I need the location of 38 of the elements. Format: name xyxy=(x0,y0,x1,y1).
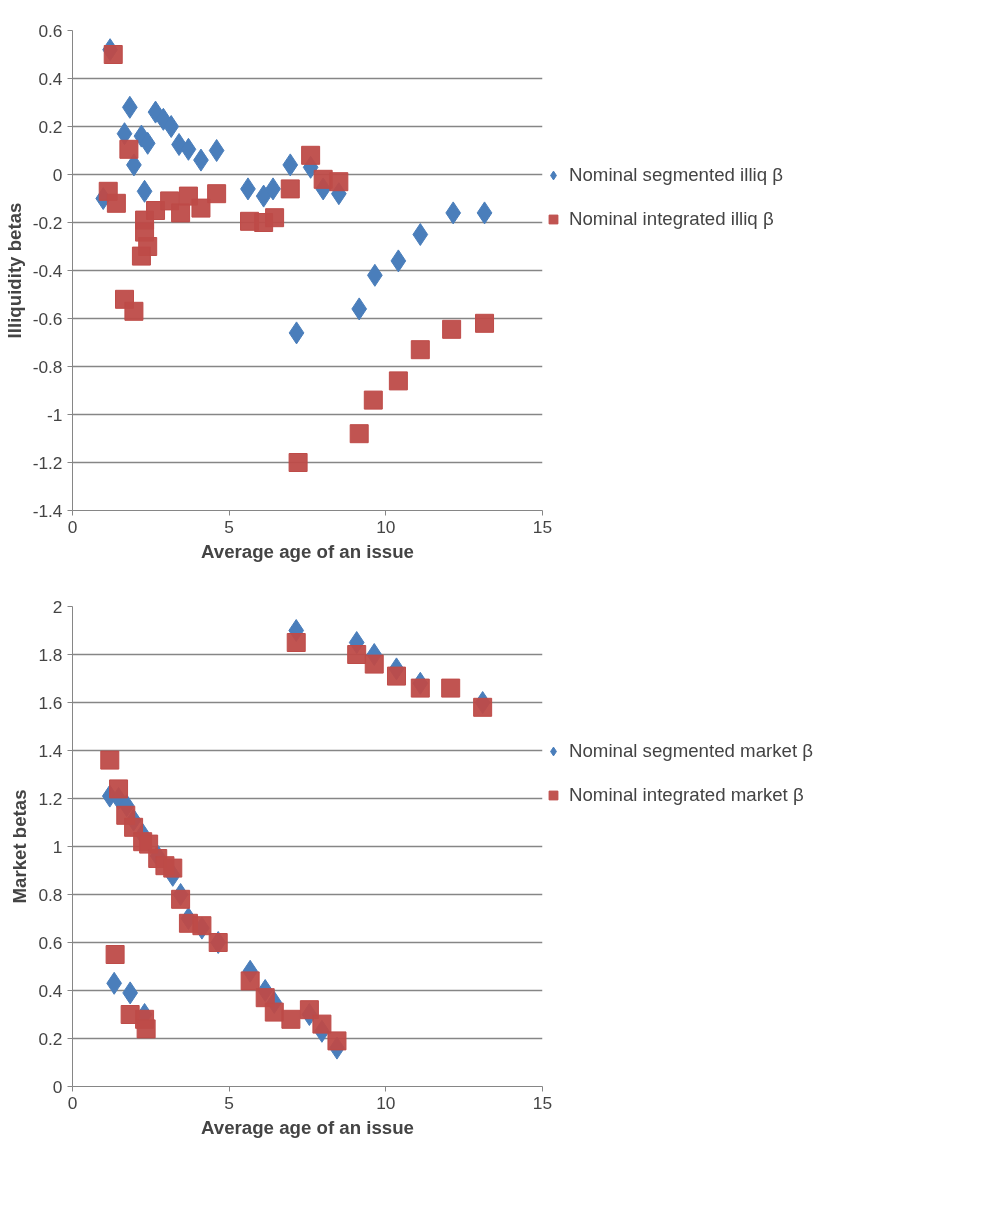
legend-label: Nominal segmented illiq β xyxy=(569,164,783,186)
legend-label: Nominal segmented market β xyxy=(569,740,814,762)
y-tick-label: 0.6 xyxy=(38,20,63,41)
x-tick-label: 5 xyxy=(224,1092,234,1113)
x-tick-label: 0 xyxy=(67,1092,78,1113)
x-tick-label: 15 xyxy=(532,1092,553,1113)
y-tick-label: 2 xyxy=(52,596,63,617)
y-tick-label: 0.6 xyxy=(38,932,63,953)
y-tick-label: 0 xyxy=(52,1076,63,1097)
x-axis-title: Average age of an issue xyxy=(201,540,414,562)
y-tick-label: -0.2 xyxy=(32,212,63,233)
y-tick-label: 0 xyxy=(52,164,63,185)
y-tick-label: 1.4 xyxy=(38,740,63,761)
y-tick-label: 0.2 xyxy=(38,116,63,137)
y-tick-label: -0.6 xyxy=(32,308,63,329)
y-axis-title: Market betas xyxy=(9,789,31,904)
y-tick-label: -1.4 xyxy=(32,500,63,521)
y-tick-label: -0.8 xyxy=(32,356,63,377)
y-tick-label: -0.4 xyxy=(32,260,63,281)
y-tick-label: 1 xyxy=(52,836,63,857)
y-tick-label: 0.8 xyxy=(38,884,63,905)
legend-label: Nominal integrated market β xyxy=(569,784,804,806)
y-tick-label: 1.8 xyxy=(38,644,63,665)
legend-label: Nominal integrated illiq β xyxy=(569,208,774,230)
y-tick-label: 0.4 xyxy=(38,980,63,1001)
x-tick-label: 5 xyxy=(224,516,234,537)
y-tick-label: 0.2 xyxy=(38,1028,63,1049)
y-tick-label: 0.4 xyxy=(38,68,63,89)
x-tick-label: 15 xyxy=(532,516,553,537)
y-axis-title: Illiquidity betas xyxy=(3,202,25,339)
y-tick-label: 1.2 xyxy=(38,788,63,809)
y-tick-label: -1 xyxy=(47,404,63,425)
x-axis-title: Average age of an issue xyxy=(201,1116,414,1138)
y-tick-label: 1.6 xyxy=(38,692,63,713)
x-tick-label: 10 xyxy=(376,1092,396,1113)
x-tick-label: 0 xyxy=(67,516,78,537)
x-tick-label: 10 xyxy=(376,516,396,537)
y-tick-label: -1.2 xyxy=(32,452,63,473)
